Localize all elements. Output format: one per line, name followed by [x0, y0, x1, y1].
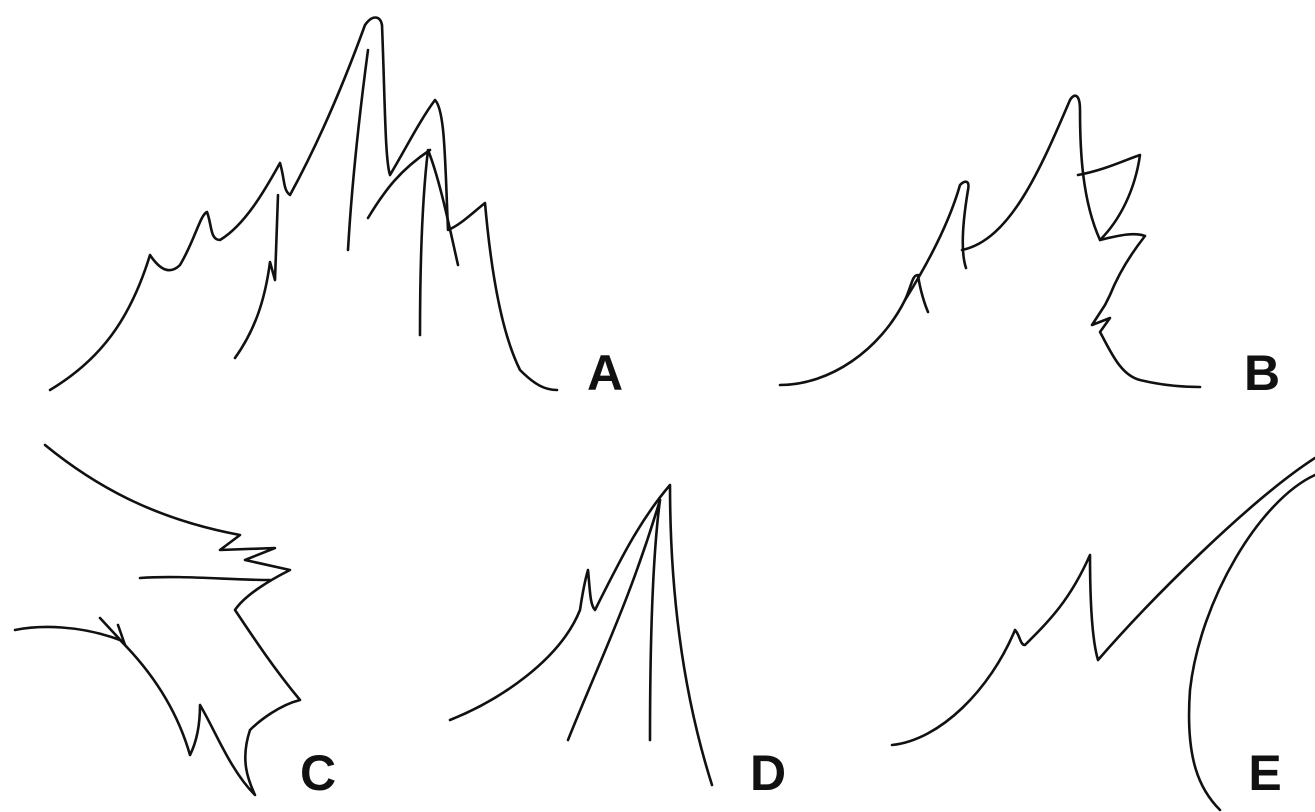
- outline: [892, 458, 1315, 745]
- panel-label: D: [750, 745, 786, 801]
- outline: [962, 96, 1200, 387]
- stroke: [780, 275, 928, 385]
- figure: A B C D E: [0, 0, 1315, 812]
- stroke: [650, 500, 660, 740]
- outline: [15, 445, 300, 795]
- stroke: [568, 500, 660, 740]
- stroke: [420, 150, 458, 335]
- panel-label: A: [587, 345, 623, 401]
- panel-label: B: [1244, 345, 1280, 401]
- stroke: [905, 182, 968, 300]
- drawing-d: [450, 485, 712, 785]
- page: {"labels": ["A", "B", "C", "D", "E"]} A …: [0, 0, 1315, 812]
- stroke: [348, 50, 368, 250]
- panel-label: C: [300, 745, 336, 801]
- panel-label: E: [1248, 745, 1281, 801]
- stroke: [235, 195, 278, 358]
- outline: [50, 18, 557, 391]
- drawing-c: [15, 445, 300, 795]
- stroke: [100, 618, 125, 645]
- drawing-a: [50, 18, 557, 391]
- stroke: [140, 577, 270, 580]
- drawing-b: [780, 96, 1200, 387]
- outline: [450, 485, 712, 785]
